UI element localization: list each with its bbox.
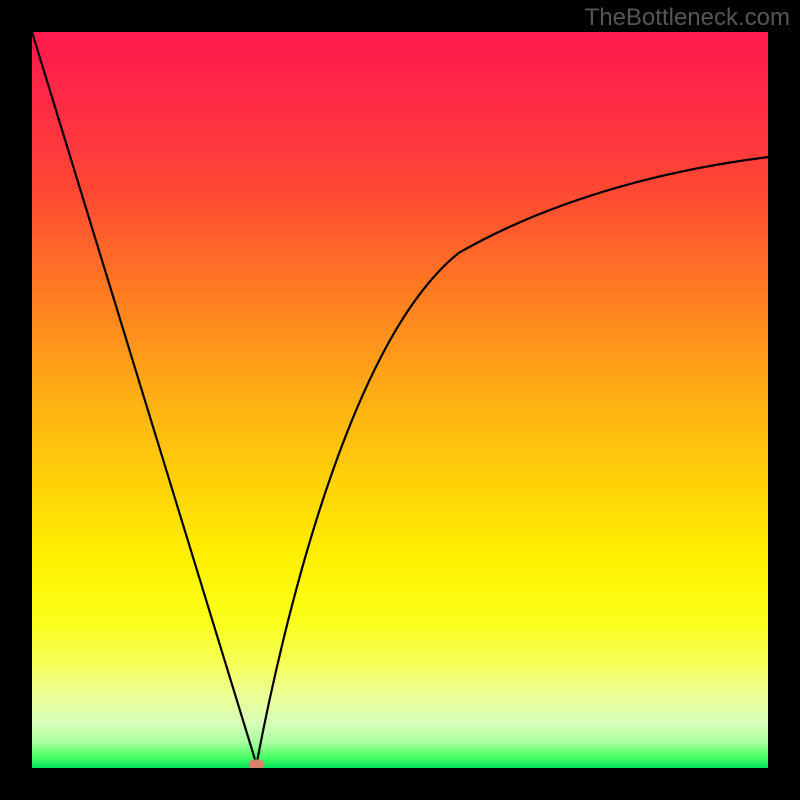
chart-svg [32,32,768,768]
gradient-background [32,32,768,768]
plot-area [32,32,768,768]
attribution-text: TheBottleneck.com [585,4,790,32]
chart-container: TheBottleneck.com [0,0,800,800]
